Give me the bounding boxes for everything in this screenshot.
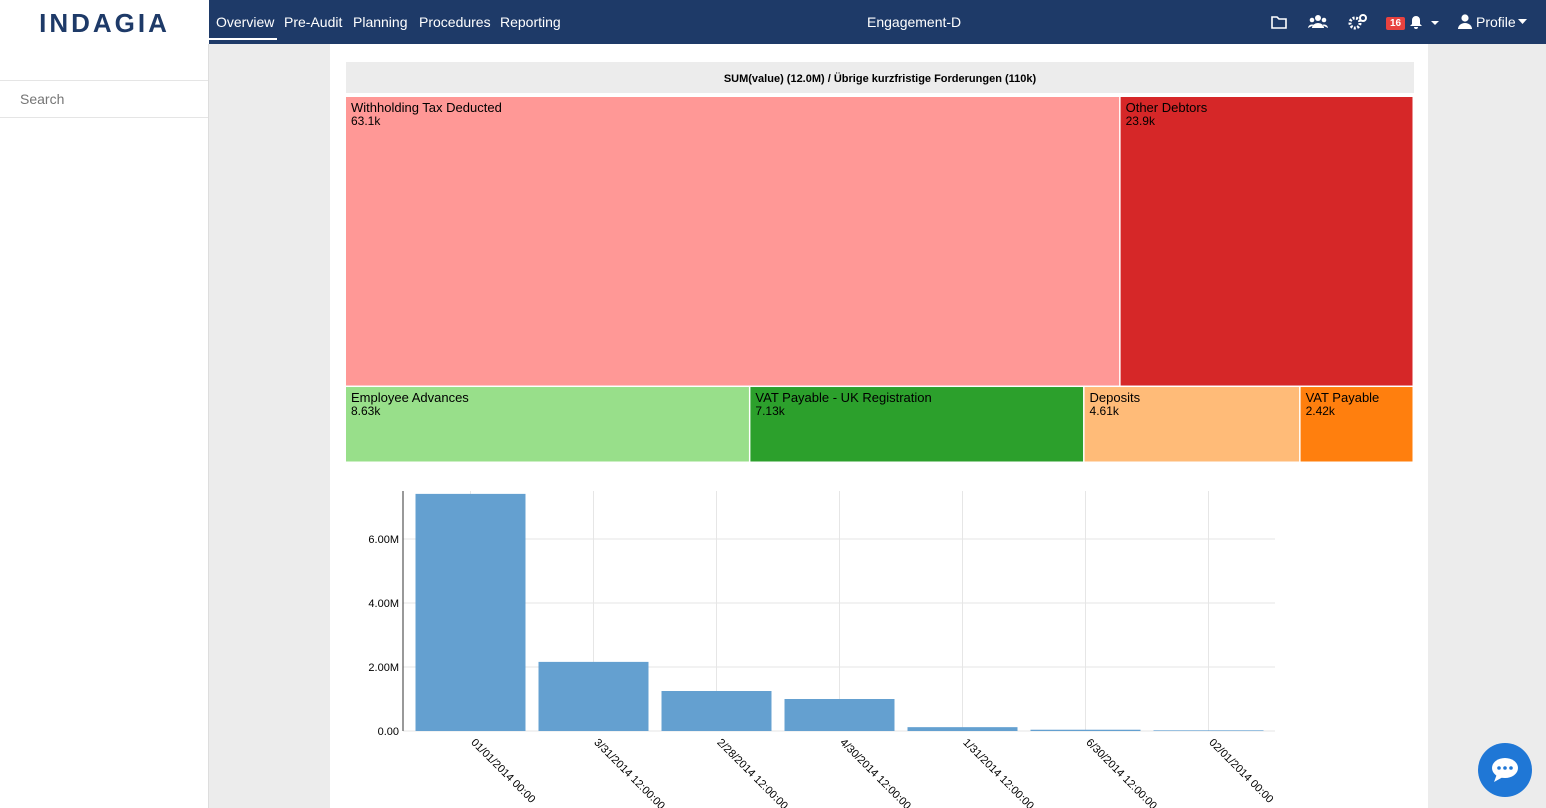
chat-button[interactable] bbox=[1477, 742, 1533, 798]
menu-item[interactable]: Pre-Audit bbox=[284, 14, 343, 30]
profile-menu[interactable]: Profile bbox=[1476, 14, 1516, 30]
folder-icon[interactable] bbox=[1271, 15, 1287, 29]
logo[interactable]: INDAGIA bbox=[0, 0, 209, 44]
bell-icon[interactable] bbox=[1409, 14, 1439, 30]
settings-icon[interactable] bbox=[1348, 14, 1368, 30]
nav-bar: Overview Pre-Audit Planning Procedures R… bbox=[209, 0, 1546, 44]
engagement-name: Engagement-D bbox=[867, 14, 962, 30]
menu-item[interactable]: Procedures bbox=[419, 14, 491, 30]
menu-item[interactable]: Overview bbox=[216, 14, 275, 30]
caret bbox=[1518, 19, 1527, 24]
users-icon[interactable] bbox=[1308, 14, 1328, 30]
menu-item[interactable]: Reporting bbox=[500, 14, 561, 30]
search-input[interactable] bbox=[0, 80, 208, 118]
sidebar bbox=[0, 44, 209, 808]
user-icon[interactable] bbox=[1458, 14, 1472, 30]
active-underline bbox=[209, 38, 277, 40]
content-panel bbox=[330, 44, 1428, 808]
notification-badge[interactable]: 16 bbox=[1386, 17, 1406, 30]
menu-item[interactable]: Planning bbox=[353, 14, 408, 30]
